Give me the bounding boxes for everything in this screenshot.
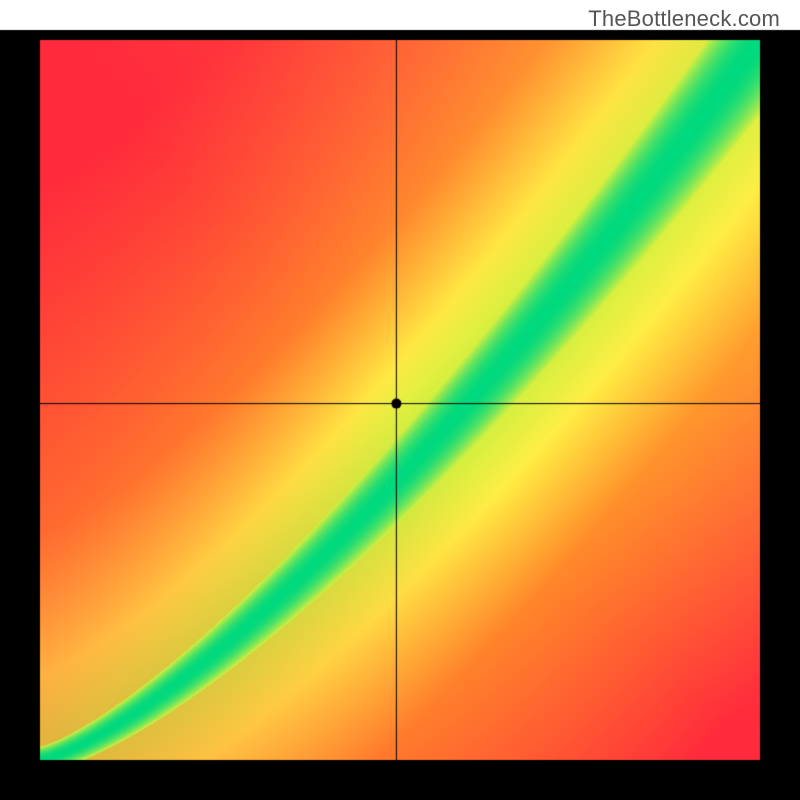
watermark-text: TheBottleneck.com	[588, 6, 780, 32]
heatmap-canvas	[0, 0, 800, 800]
chart-container: TheBottleneck.com	[0, 0, 800, 800]
